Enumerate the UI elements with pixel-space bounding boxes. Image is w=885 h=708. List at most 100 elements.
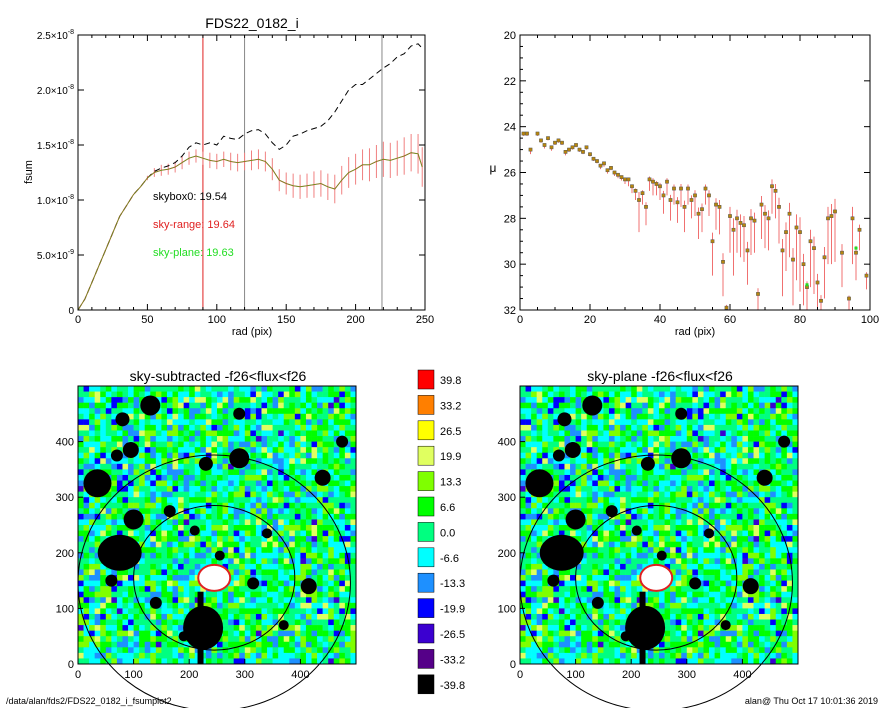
map-pixel (317, 597, 323, 604)
map-pixel (94, 641, 101, 648)
map-pixel (547, 447, 554, 454)
map-pixel (166, 458, 173, 465)
map-pixel (278, 469, 285, 476)
map-pixel (792, 508, 799, 515)
map-pixel (725, 436, 732, 442)
map-pixel (228, 480, 234, 487)
map-pixel (753, 480, 760, 487)
map-pixel (625, 536, 632, 542)
map-pixel (344, 391, 351, 398)
map-pixel (283, 474, 290, 481)
map-pixel (183, 586, 190, 593)
map-pixel (620, 552, 626, 559)
map-pixel (344, 424, 351, 431)
map-pixel (747, 419, 754, 426)
map-pixel (608, 563, 615, 570)
map-pixel (608, 597, 615, 604)
map-pixel (597, 508, 604, 515)
map-pixel (520, 541, 526, 548)
map-pixel (139, 536, 146, 542)
map-pixel (155, 652, 162, 659)
map-pixel (642, 391, 649, 398)
map-pixel (189, 430, 196, 437)
map-pixel (211, 458, 218, 465)
map-pixel (575, 397, 582, 403)
map-pixel (283, 436, 290, 442)
map-pixel (89, 625, 95, 631)
map-pixel (350, 419, 357, 426)
map-pixel (222, 474, 229, 481)
map-pixel (659, 436, 665, 442)
map-pixel (709, 491, 715, 498)
map-pixel (94, 597, 101, 604)
map-pixel (647, 452, 654, 459)
map-pixel (333, 597, 340, 604)
map-pixel (525, 402, 532, 409)
map-pixel (311, 386, 318, 392)
map-pixel (139, 413, 146, 420)
map-pixel (670, 447, 676, 454)
map-pixel (736, 402, 743, 409)
map-pixel (78, 547, 84, 554)
map-pixel (228, 486, 234, 492)
map-pixel (322, 613, 329, 620)
map-pixel (631, 430, 638, 437)
map-pixel (653, 458, 660, 465)
map-pixel (592, 452, 599, 459)
map-pixel (294, 547, 301, 554)
map-pixel (675, 502, 682, 509)
map-pixel (547, 591, 554, 598)
map-pixel (172, 397, 179, 403)
map-pixel (553, 513, 560, 520)
map-pixel (781, 525, 788, 531)
map-pixel (714, 458, 721, 465)
map-pixel (736, 469, 743, 476)
map-pixel (725, 419, 732, 426)
map-pixel (525, 602, 532, 609)
map-pixel (105, 652, 112, 659)
map-pixel (139, 569, 146, 576)
map-pixel (681, 441, 688, 448)
growth-ytick-exponent: -8 (68, 84, 74, 91)
map-pixel (211, 408, 218, 415)
map-pixel (222, 463, 229, 470)
map-pixel (178, 525, 184, 531)
map-pixel (205, 541, 212, 548)
map-pixel (575, 586, 582, 593)
profile-ylabel: μ (490, 161, 497, 175)
map-pixel (172, 497, 179, 504)
map-pixel (300, 413, 307, 420)
map-pixel (183, 536, 190, 542)
map-pixel (339, 525, 346, 531)
map-pixel (597, 586, 604, 593)
map-pixel (520, 547, 526, 554)
map-pixel (233, 436, 240, 442)
map-pixel (105, 458, 112, 465)
map-pixel (255, 508, 262, 515)
map-pixel (720, 441, 727, 448)
map-pixel (278, 502, 285, 509)
map-pixel (78, 408, 84, 415)
map-pixel (244, 402, 251, 409)
map-pixel (747, 519, 754, 526)
map-pixel (278, 441, 285, 448)
map-pixel (183, 424, 190, 431)
map-pixel (178, 486, 184, 492)
map-pixel (94, 386, 101, 392)
map-pixel (564, 486, 571, 492)
map-pixel (100, 630, 107, 637)
map-pixel (294, 419, 301, 426)
map-pixel (647, 430, 654, 437)
map-pixel (105, 602, 112, 609)
map-pixel (89, 563, 95, 570)
map-pixel (553, 480, 560, 487)
map-pixel (255, 519, 262, 526)
map-pixel (294, 397, 301, 403)
map-pixel (100, 419, 107, 426)
map-pixel (128, 402, 134, 409)
map-pixel (592, 424, 599, 431)
map-pixel (105, 397, 112, 403)
map-pixel (647, 424, 654, 431)
map-pixel (786, 558, 793, 565)
profile-point (770, 184, 774, 189)
